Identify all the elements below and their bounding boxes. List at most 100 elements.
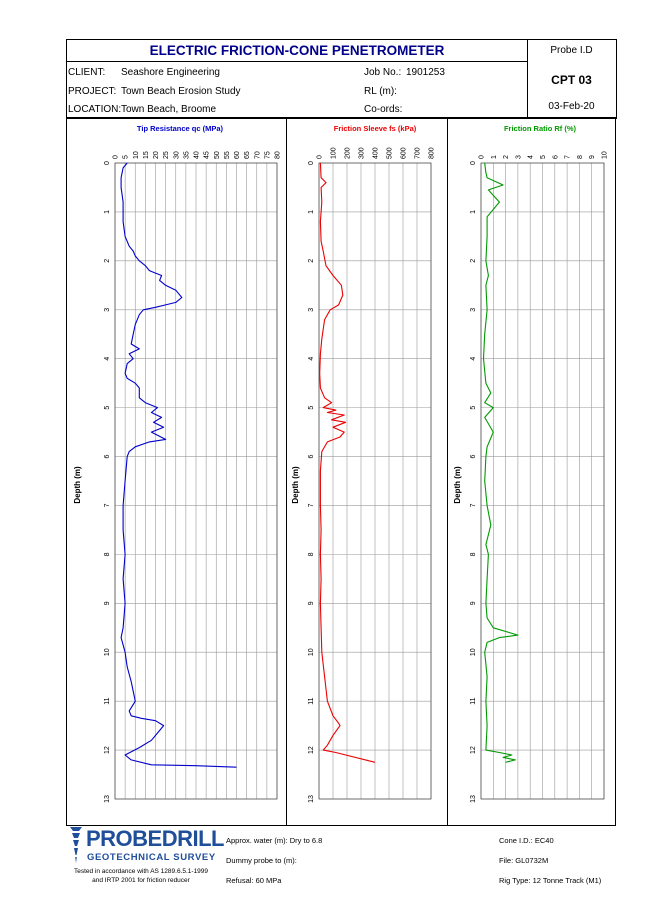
header-divider-vertical <box>527 39 528 118</box>
project-value: Town Beach Erosion Study <box>121 86 241 97</box>
probe-id-label: Probe I.D <box>550 45 593 56</box>
tip-resistance-plot: 0 5 10 15 20 25 30 35 40 45 50 55 60 65 70 75 8001234567… <box>104 151 282 803</box>
ratio-y-tick-label: 4 <box>470 357 477 361</box>
tip-x-tick-label: 20 <box>153 151 160 159</box>
tip-y-tick-label: 8 <box>104 552 111 556</box>
friction-y-tick-label: 13 <box>308 795 315 803</box>
ratio-y-tick-label: 3 <box>470 308 477 312</box>
ratio-y-tick-label: 7 <box>470 503 477 507</box>
ratio-plot-frame <box>480 162 605 800</box>
friction-x-tick-label: 100 <box>331 147 338 159</box>
ratio-x-tick-label: 10 <box>602 151 609 159</box>
friction-y-tick-label: 11 <box>308 697 315 704</box>
tip-y-tick-label: 5 <box>104 406 111 410</box>
tip-y-tick-label: 13 <box>104 795 111 803</box>
tip-x-tick-label: 0 <box>113 155 120 159</box>
ratio-x-tick-label: 7 <box>565 155 572 159</box>
cone-id: Cone I.D.: EC40 <box>499 836 554 845</box>
friction-x-tick-label: 600 <box>401 147 408 159</box>
ratio-x-tick-label: 2 <box>503 155 510 159</box>
project-label: PROJECT: <box>68 86 117 97</box>
friction-plot-frame <box>318 162 432 800</box>
file-id: File: GL0732M <box>499 856 549 865</box>
ratio-chart-ylabel: Depth (m) <box>453 466 462 504</box>
ratio-y-tick-label: 0 <box>470 161 477 165</box>
page-title: ELECTRIC FRICTION-CONE PENETROMETER <box>149 43 445 58</box>
ratio-x-tick-label: 0 <box>479 155 486 159</box>
chart-frame <box>66 117 616 826</box>
tip-y-tick-label: 0 <box>104 161 111 165</box>
location-label: LOCATION: <box>68 104 122 115</box>
ratio-y-tick-label: 8 <box>470 552 477 556</box>
ratio-y-tick-label: 9 <box>470 601 477 605</box>
friction-x-tick-label: 0 <box>317 155 324 159</box>
friction-sleeve-plot: 0 100 200 300 400 500 600 700 800012345678910111… <box>308 147 436 803</box>
tip-y-tick-label: 4 <box>104 357 111 361</box>
logo-main-text: PROBEDRILL <box>86 826 225 851</box>
ratio-y-tick-label: 10 <box>470 648 477 656</box>
tip-plot-frame <box>114 162 278 800</box>
tip-x-tick-label: 15 <box>143 151 150 159</box>
ratio-y-tick-label: 6 <box>470 454 477 458</box>
tip-x-tick-label: 75 <box>264 151 271 159</box>
tip-x-tick-label: 40 <box>194 151 201 159</box>
coords-label: Co-ords: <box>364 104 403 115</box>
ratio-x-tick-label: 4 <box>528 155 535 159</box>
rl-label: RL (m): <box>364 86 397 97</box>
probe-id-value: CPT 03 <box>551 73 592 87</box>
ratio-x-tick-label: 3 <box>515 155 522 159</box>
header-box <box>66 39 617 119</box>
ratio-y-tick-label: 2 <box>470 259 477 263</box>
friction-y-tick-label: 12 <box>308 746 315 754</box>
location-value: Town Beach, Broome <box>121 104 217 115</box>
friction-series-line <box>319 162 376 763</box>
friction-y-tick-label: 0 <box>308 161 315 165</box>
ratio-y-tick-label: 11 <box>470 697 477 704</box>
drill-logo-icon <box>70 827 82 863</box>
friction-chart-ylabel: Depth (m) <box>291 466 300 504</box>
ratio-y-tick-label: 13 <box>470 795 477 803</box>
friction-y-tick-label: 3 <box>308 308 315 312</box>
ratio-x-tick-label: 5 <box>540 155 547 159</box>
tip-x-tick-label: 50 <box>214 151 221 159</box>
logo-sub-text: GEOTECHNICAL SURVEY <box>87 852 216 863</box>
friction-chart-title: Friction Sleeve fs (kPa) <box>334 124 417 133</box>
friction-x-tick-label: 400 <box>373 147 380 159</box>
job-label: Job No.: <box>364 67 402 78</box>
tip-y-tick-label: 7 <box>104 503 111 507</box>
ratio-y-tick-label: 5 <box>470 406 477 410</box>
tip-y-tick-label: 10 <box>104 648 111 656</box>
ratio-y-tick-label: 1 <box>470 210 477 214</box>
friction-x-tick-label: 500 <box>387 147 394 159</box>
ratio-x-tick-label: 8 <box>577 155 584 159</box>
friction-x-tick-label: 300 <box>359 147 366 159</box>
friction-y-tick-label: 4 <box>308 357 315 361</box>
tip-y-tick-label: 2 <box>104 259 111 263</box>
friction-y-tick-label: 6 <box>308 454 315 458</box>
client-value: Seashore Engineering <box>121 67 220 78</box>
tip-y-tick-label: 3 <box>104 308 111 312</box>
friction-x-tick-label: 700 <box>415 147 422 159</box>
tip-y-tick-label: 9 <box>104 601 111 605</box>
friction-y-tick-label: 7 <box>308 503 315 507</box>
tip-x-tick-label: 10 <box>133 151 140 159</box>
friction-y-tick-label: 5 <box>308 406 315 410</box>
tip-x-tick-label: 80 <box>275 151 282 159</box>
ratio-x-tick-label: 9 <box>589 155 596 159</box>
ratio-x-tick-label: 6 <box>552 155 559 159</box>
friction-y-tick-label: 9 <box>308 601 315 605</box>
tip-y-tick-label: 12 <box>104 746 111 754</box>
tip-x-tick-label: 60 <box>234 151 241 159</box>
ratio-y-tick-label: 12 <box>470 746 477 754</box>
friction-y-tick-label: 10 <box>308 648 315 656</box>
tested-line-2: and IRTP 2001 for friction reducer <box>92 877 190 884</box>
tip-y-tick-label: 6 <box>104 454 111 458</box>
tip-y-tick-label: 11 <box>104 697 111 704</box>
tip-y-tick-label: 1 <box>104 210 111 214</box>
friction-x-tick-label: 800 <box>429 147 436 159</box>
tip-series-line <box>120 162 237 768</box>
tip-x-tick-label: 55 <box>224 151 231 159</box>
refusal: Refusal: 60 MPa <box>226 876 282 885</box>
client-label: CLIENT: <box>68 67 106 78</box>
